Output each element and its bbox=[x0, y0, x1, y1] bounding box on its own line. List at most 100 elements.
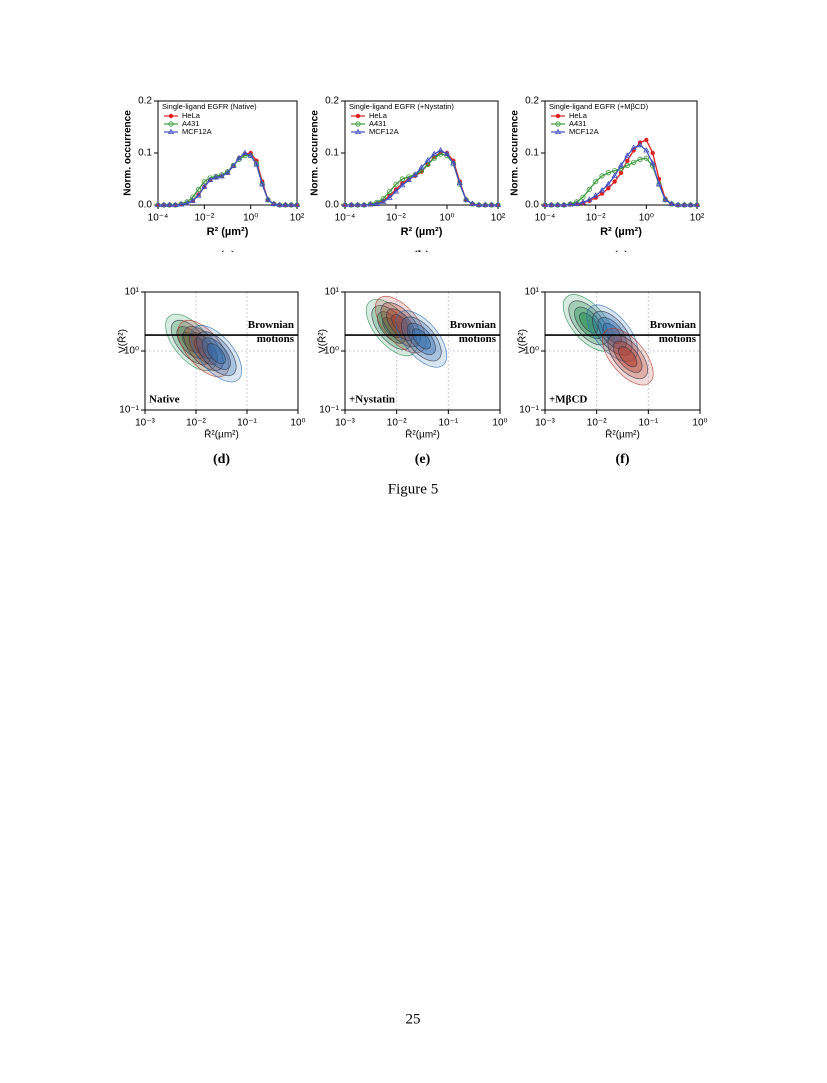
series-line bbox=[545, 144, 697, 206]
x-axis-label: R² (µm²) bbox=[207, 226, 249, 238]
x-tick-label: 10² bbox=[491, 213, 506, 224]
marker bbox=[195, 192, 202, 198]
x-tick-label: 10⁰ bbox=[290, 418, 305, 429]
panel-label: (f) bbox=[616, 452, 630, 467]
marker bbox=[393, 181, 399, 187]
marker bbox=[387, 188, 393, 195]
marker bbox=[354, 201, 361, 207]
series-line bbox=[345, 149, 498, 206]
marker bbox=[482, 201, 489, 207]
marker bbox=[598, 187, 606, 193]
density-contour bbox=[401, 316, 442, 362]
density-contour bbox=[196, 331, 237, 377]
marker bbox=[293, 201, 301, 207]
y-tick-label: 0.1 bbox=[138, 148, 152, 159]
legend-label: MCF12A bbox=[182, 127, 212, 136]
marker bbox=[488, 201, 495, 207]
marker bbox=[424, 156, 431, 163]
marker bbox=[494, 201, 502, 207]
marker bbox=[567, 201, 574, 207]
marker bbox=[586, 196, 593, 202]
marker bbox=[406, 174, 412, 180]
marker bbox=[630, 144, 637, 150]
marker bbox=[212, 174, 219, 180]
marker bbox=[611, 172, 618, 178]
marker bbox=[605, 180, 612, 187]
brownian-label-line: Brownian bbox=[248, 319, 294, 331]
marker bbox=[230, 162, 237, 168]
marker bbox=[282, 201, 289, 207]
marker bbox=[554, 128, 562, 134]
marker bbox=[625, 158, 630, 163]
marker bbox=[668, 200, 675, 206]
legend-label: HeLa bbox=[369, 111, 388, 120]
marker bbox=[190, 194, 196, 200]
x-tick-label: 10⁻² bbox=[587, 418, 607, 429]
marker bbox=[355, 113, 361, 119]
x-tick-label: 10⁻³ bbox=[535, 418, 555, 429]
marker bbox=[412, 171, 419, 177]
marker bbox=[592, 192, 599, 198]
density-contour bbox=[170, 319, 212, 365]
density-contour bbox=[618, 346, 638, 368]
y-tick-label: 0.0 bbox=[525, 200, 539, 211]
condition-label: +Nystatin bbox=[349, 394, 395, 406]
marker bbox=[380, 198, 387, 204]
marker bbox=[253, 161, 260, 167]
marker bbox=[355, 121, 361, 127]
y-tick-label: 10⁰ bbox=[524, 346, 539, 357]
y-tick-label: 10⁻¹ bbox=[119, 405, 139, 416]
x-tick-label: 10⁻³ bbox=[335, 418, 355, 429]
condition-label: Native bbox=[149, 394, 180, 406]
y-tick-label: 0.1 bbox=[325, 148, 339, 159]
y-axis-label: V(R̄²) bbox=[116, 329, 129, 353]
y-tick-label: 0.0 bbox=[138, 200, 152, 211]
x-tick-label: 10⁻¹ bbox=[638, 418, 658, 429]
marker bbox=[154, 201, 162, 207]
y-tick-label: 10⁰ bbox=[124, 346, 139, 357]
y-tick-label: 10⁰ bbox=[324, 346, 339, 357]
y-tick-label: 10¹ bbox=[125, 287, 140, 298]
marker bbox=[456, 179, 463, 186]
mask-out bbox=[505, 252, 740, 292]
x-tick-label: 10⁰ bbox=[492, 418, 507, 429]
marker bbox=[392, 188, 400, 194]
page-number: 25 bbox=[406, 1011, 421, 1027]
y-tick-label: 10⁻¹ bbox=[519, 405, 539, 416]
brownian-label: Brownian motions bbox=[450, 319, 497, 345]
legend-title: Single-ligand EGFR (Native) bbox=[162, 102, 257, 111]
marker bbox=[624, 152, 631, 158]
marker bbox=[599, 173, 605, 179]
x-tick-label: 10⁰ bbox=[692, 418, 707, 429]
y-axis-label: V(R̄²) bbox=[516, 329, 529, 353]
legend-label: MCF12A bbox=[569, 127, 599, 136]
marker bbox=[674, 201, 682, 207]
y-tick-label: 10¹ bbox=[325, 287, 340, 298]
marker bbox=[354, 128, 362, 134]
marker bbox=[361, 201, 368, 207]
marker bbox=[605, 170, 611, 176]
panel-label: (d) bbox=[213, 452, 230, 467]
y-tick-label: 10¹ bbox=[525, 287, 540, 298]
density-contour bbox=[201, 337, 231, 370]
marker bbox=[288, 201, 295, 207]
brownian-label-line: Brownian bbox=[650, 319, 696, 331]
marker bbox=[555, 113, 561, 119]
marker bbox=[207, 176, 214, 183]
legend-label: A431 bbox=[182, 119, 200, 128]
x-tick-label: 10⁻¹ bbox=[438, 418, 458, 429]
x-tick-label: 10⁻³ bbox=[135, 418, 155, 429]
marker bbox=[259, 180, 266, 187]
density-contour bbox=[568, 300, 609, 346]
marker bbox=[636, 141, 644, 148]
marker bbox=[224, 169, 231, 175]
brownian-label-line: motions bbox=[659, 333, 697, 345]
x-tick-label: 10⁻¹ bbox=[237, 418, 257, 429]
y-tick-label: 0.0 bbox=[325, 200, 339, 211]
y-tick-label: 10⁻¹ bbox=[319, 405, 339, 416]
marker bbox=[618, 170, 624, 175]
y-tick-label: 0.1 bbox=[525, 148, 539, 159]
density-contour bbox=[613, 340, 643, 373]
marker bbox=[431, 150, 438, 157]
marker bbox=[218, 172, 225, 179]
